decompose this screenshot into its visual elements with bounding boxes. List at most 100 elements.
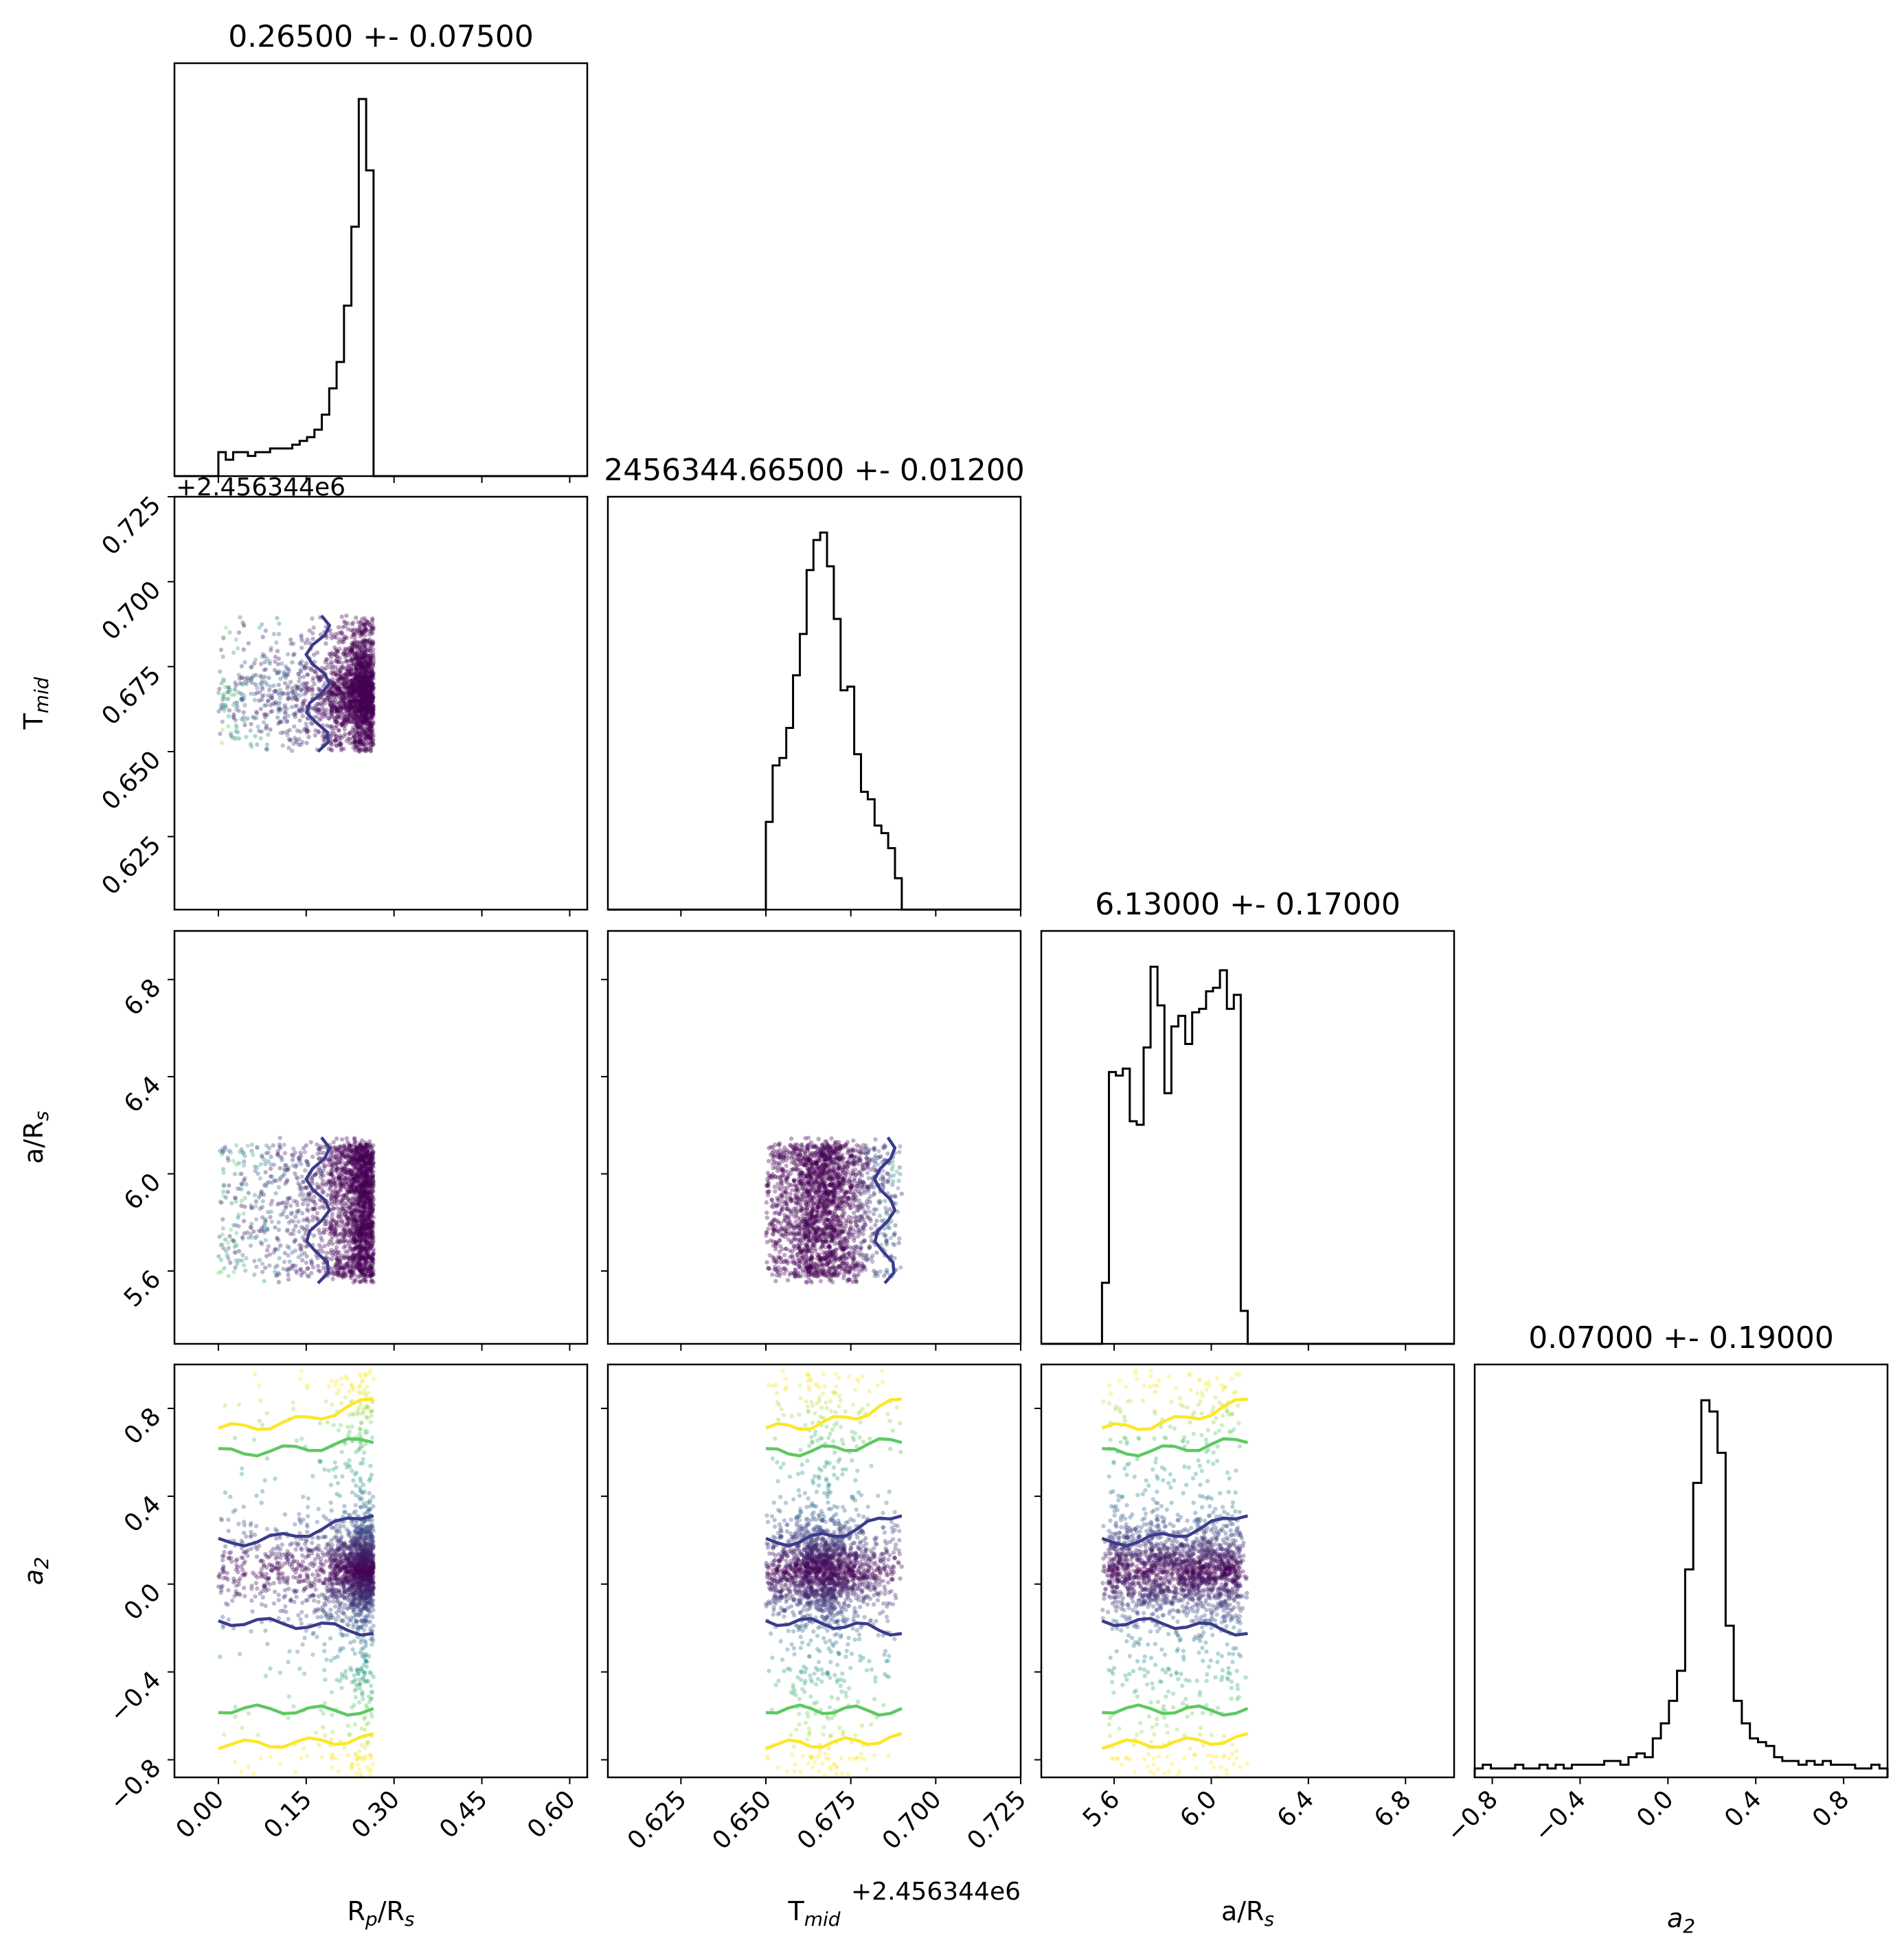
sample-point	[362, 1246, 367, 1250]
sample-point	[341, 692, 346, 697]
sample-point	[359, 660, 365, 665]
sample-point	[349, 682, 354, 687]
sample-point	[218, 647, 224, 652]
sample-point	[310, 675, 316, 681]
sample-point	[362, 714, 367, 719]
sample-point	[261, 720, 267, 725]
sample-point	[359, 740, 363, 745]
sample-point	[364, 1220, 370, 1226]
sample-point	[336, 687, 341, 693]
sample-point	[337, 672, 342, 677]
sample-point	[359, 688, 364, 693]
sample-point	[362, 686, 367, 690]
sample-point	[363, 1217, 367, 1222]
sample-point	[277, 1142, 282, 1147]
sample-point	[261, 693, 267, 697]
sample-point	[329, 694, 334, 699]
sample-point	[359, 706, 364, 711]
sample-point	[368, 690, 373, 695]
sample-point	[258, 706, 263, 712]
sample-point	[343, 1273, 348, 1278]
sample-point	[354, 712, 359, 717]
sample-point	[341, 1209, 346, 1214]
sample-point	[332, 634, 337, 640]
sample-point	[359, 682, 363, 686]
sample-point	[365, 1226, 370, 1231]
sample-point	[346, 646, 352, 651]
sample-point	[359, 715, 364, 720]
sample-point	[262, 703, 267, 708]
sample-point	[359, 1209, 363, 1215]
sample-point	[326, 694, 331, 699]
sample-point	[352, 675, 357, 681]
sample-point	[351, 688, 356, 693]
sample-point	[352, 739, 358, 744]
sample-point	[354, 1218, 359, 1223]
sample-point	[359, 700, 364, 705]
sample-point	[365, 699, 370, 704]
sample-point	[363, 643, 368, 649]
sample-point	[220, 719, 225, 724]
sample-point	[356, 743, 361, 747]
sample-point	[359, 1171, 364, 1176]
sample-point	[358, 662, 363, 666]
sample-point	[360, 721, 365, 726]
sample-point	[362, 1145, 367, 1150]
sample-point	[277, 706, 282, 710]
sample-point	[335, 1263, 339, 1268]
sample-point	[300, 708, 305, 713]
sample-point	[363, 1200, 369, 1205]
sample-point	[358, 1218, 363, 1224]
sample-point	[361, 686, 367, 692]
sample-point	[361, 1173, 366, 1178]
sample-point	[286, 696, 291, 701]
sample-point	[294, 738, 299, 743]
sample-point	[328, 1226, 333, 1230]
sample-point	[347, 731, 352, 736]
sample-point	[345, 713, 351, 718]
sample-point	[358, 1149, 363, 1154]
sample-point	[348, 672, 352, 677]
sample-point	[354, 675, 360, 679]
sample-point	[370, 1176, 375, 1180]
sample-point	[290, 686, 295, 690]
sample-point	[359, 1179, 364, 1184]
sample-point	[367, 660, 373, 666]
sample-point	[356, 1274, 361, 1280]
sample-point	[357, 624, 363, 629]
sample-point	[360, 707, 365, 712]
sample-point	[248, 728, 253, 733]
sample-point	[361, 1193, 366, 1199]
sample-point	[356, 678, 361, 683]
sample-point	[281, 730, 286, 735]
sample-point	[255, 1145, 260, 1150]
sample-point	[364, 717, 369, 722]
sample-point	[361, 1257, 365, 1261]
sample-point	[340, 690, 345, 695]
sample-point	[348, 704, 353, 708]
sample-point	[350, 657, 354, 662]
sample-point	[239, 717, 245, 722]
sample-point	[356, 699, 361, 704]
sample-point	[226, 685, 231, 690]
sample-point	[362, 1272, 367, 1277]
sample-point	[236, 690, 241, 695]
sample-point	[357, 1162, 363, 1167]
sample-point	[353, 1214, 358, 1219]
sample-point	[364, 627, 369, 632]
sample-point	[361, 1160, 367, 1165]
sample-point	[322, 735, 328, 741]
sample-point	[336, 625, 341, 630]
sample-point	[370, 1242, 375, 1248]
sample-point	[265, 682, 270, 688]
sample-point	[341, 682, 347, 687]
sample-point	[362, 1241, 367, 1246]
sample-point	[350, 699, 355, 704]
sample-point	[337, 1224, 342, 1228]
sample-point	[363, 1154, 369, 1160]
sample-point	[359, 664, 364, 669]
sample-point	[352, 713, 358, 718]
sample-point	[363, 1196, 369, 1201]
sample-point	[303, 684, 308, 689]
sample-point	[352, 1219, 358, 1224]
